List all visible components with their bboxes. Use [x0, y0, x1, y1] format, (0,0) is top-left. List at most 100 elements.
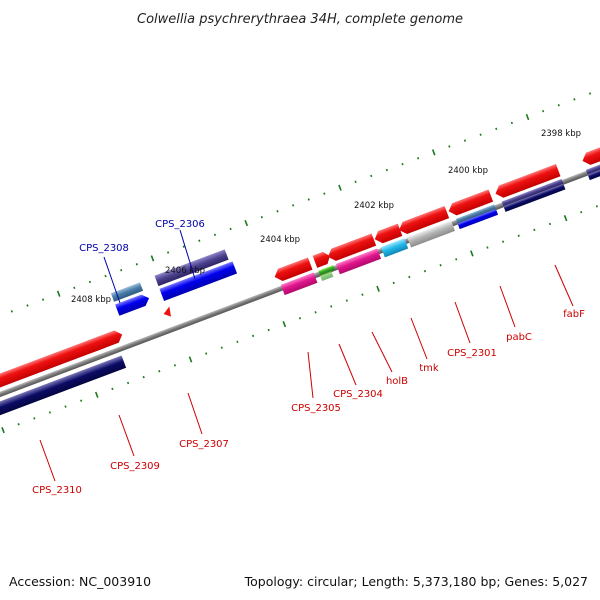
scale-label-2404: 2404 kbp	[260, 235, 300, 245]
scale-tick-major	[376, 285, 380, 292]
callout-lines	[39, 229, 574, 482]
leader-cps-2301	[454, 301, 471, 344]
scale-tick-minor	[126, 381, 130, 385]
scale-tick-minor	[314, 311, 317, 314]
scale-tick-minor	[120, 268, 123, 272]
gene-fabf-arrow[interactable]	[493, 164, 561, 200]
scale-tick-minor	[588, 92, 592, 95]
gene-pabc-protein-b[interactable]	[457, 209, 499, 230]
scale-tick-major	[56, 290, 61, 297]
gene-tmk-protein[interactable]	[380, 238, 409, 258]
scale-tick-minor	[557, 104, 560, 107]
scale-tick-minor	[361, 293, 364, 296]
gene-label-cps-2310[interactable]: CPS_2310	[32, 485, 82, 496]
gene-label-holb[interactable]: holB	[386, 376, 408, 387]
gene-cps-2304-protein[interactable]	[318, 265, 335, 276]
gene-label-fabf[interactable]: fabF	[563, 309, 585, 320]
scale-tick-minor	[166, 251, 170, 254]
scale-tick-minor	[417, 157, 420, 160]
scale-label-2398: 2398 kbp	[541, 129, 581, 139]
gene-label-cps-2306[interactable]: CPS_2306	[155, 219, 205, 230]
gene-cps-2305-protein[interactable]	[280, 272, 318, 296]
scale-tick-minor	[298, 317, 302, 320]
gene-tmk-arrow[interactable]	[373, 223, 403, 246]
scale-tick-minor	[205, 352, 208, 355]
scale-tick-major	[338, 184, 342, 191]
leader-cps-2308	[103, 256, 121, 304]
scale-tick-minor	[495, 127, 498, 131]
gene-edge-protein[interactable]	[585, 158, 600, 175]
gene-pabc-arrow[interactable]	[446, 189, 494, 217]
gene-cps-2301-protein[interactable]	[407, 220, 456, 248]
scale-tick-minor	[517, 234, 520, 237]
scale-tick-minor	[213, 233, 217, 237]
gene-edge-forward-arrow[interactable]	[580, 143, 600, 167]
scale-tick-minor	[463, 139, 467, 142]
gene-holb-arrow[interactable]	[326, 233, 377, 263]
leader-cps-2304	[338, 343, 357, 386]
scale-label-2400: 2400 kbp	[448, 166, 488, 176]
gene-cps-2307-marker[interactable]	[162, 306, 173, 319]
gene-cps-2301-arrow[interactable]	[397, 206, 450, 236]
scale-tick-minor	[33, 417, 36, 420]
gene-label-cps-2308[interactable]: CPS_2308	[79, 243, 129, 254]
scale-tick-minor	[323, 192, 326, 195]
scale-tick-minor	[573, 98, 576, 101]
scale-tick-minor	[439, 264, 442, 267]
scale-tick-minor	[251, 334, 255, 338]
accession-text: Accession: NC_003910	[9, 574, 152, 589]
scale-tick-minor	[510, 121, 513, 125]
gene-cps-2308-protein-b[interactable]	[115, 293, 151, 316]
scale-tick-minor	[330, 305, 333, 308]
scale-tick-minor	[501, 240, 505, 243]
scale-tick-minor	[448, 145, 451, 148]
gene-cps-2310-protein[interactable]	[0, 355, 127, 427]
gene-cps-2310-arrow[interactable]	[0, 335, 106, 403]
gene-cps-2304-protein-b[interactable]	[320, 271, 334, 282]
gene-pabc-protein[interactable]	[455, 204, 496, 224]
gene-label-cps-2301[interactable]: CPS_2301	[447, 348, 497, 359]
scale-tick-minor	[292, 204, 295, 207]
scale-tick-major	[1, 427, 5, 434]
scale-tick-minor	[73, 286, 76, 290]
gene-label-cps-2309[interactable]: CPS_2309	[110, 461, 160, 472]
gene-cps-2305-arrow[interactable]	[272, 257, 313, 284]
gene-cps-2306-protein-b[interactable]	[159, 261, 238, 302]
scale-tick-minor	[455, 258, 458, 261]
scale-tick-major	[470, 250, 474, 257]
scale-tick-major	[94, 391, 99, 398]
leader-holb	[371, 331, 393, 373]
scale-tick-major	[150, 255, 155, 262]
scale-tick-minor	[370, 174, 373, 178]
scale-tick-major	[563, 215, 568, 222]
map-title: Colwellia psychrerythraea 34H, complete …	[137, 12, 463, 27]
scale-tick-major	[431, 149, 436, 156]
gene-label-cps-2305[interactable]: CPS_2305	[291, 403, 341, 414]
scale-tick-minor	[17, 423, 20, 426]
scale-tick-major	[188, 356, 193, 363]
gene-label-pabc[interactable]: pabC	[506, 332, 532, 343]
leader-cps-2306	[179, 229, 196, 280]
scale-tick-minor	[88, 280, 92, 284]
scale-tick-minor	[595, 205, 598, 208]
scale-tick-minor	[220, 346, 223, 349]
scale-tick-minor	[236, 340, 239, 344]
scale-tick-minor	[41, 298, 45, 301]
gene-label-cps-2304[interactable]: CPS_2304	[333, 389, 383, 400]
gene-holb-protein[interactable]	[336, 248, 382, 275]
gene-label-cps-2307[interactable]: CPS_2307	[179, 439, 229, 450]
scale-tick-major	[244, 219, 249, 227]
scale-tick-minor	[548, 222, 552, 226]
gene-edge-protein-b[interactable]	[587, 163, 600, 181]
gene-label-tmk[interactable]: tmk	[419, 363, 439, 374]
scale-tick-minor	[345, 299, 348, 302]
gene-cps-2309-arrow[interactable]	[87, 328, 124, 353]
scale-tick-minor	[48, 411, 52, 414]
gene-cps-2304-arrow[interactable]	[312, 250, 333, 268]
scale-label-2402: 2402 kbp	[354, 201, 394, 211]
gene-fabf-protein-b[interactable]	[503, 183, 566, 212]
gene-fabf-protein[interactable]	[501, 179, 564, 207]
scale-tick-minor	[173, 364, 177, 367]
gene-cps-2308-protein[interactable]	[110, 282, 144, 302]
